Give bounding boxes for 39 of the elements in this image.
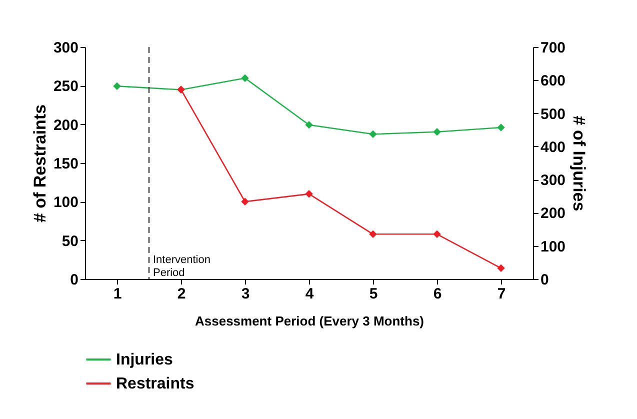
x-tick-label: 2 xyxy=(177,286,186,302)
x-tick-label: 3 xyxy=(241,286,250,302)
point xyxy=(369,230,377,238)
y2-tick-label: 100 xyxy=(540,238,566,256)
x-tick-label: 7 xyxy=(497,286,506,302)
y2-tick-label: 500 xyxy=(540,106,566,123)
y-tick-label: 150 xyxy=(53,156,78,172)
point xyxy=(369,130,377,138)
y2-axis-title: # of Injuries xyxy=(570,116,589,212)
y2-tick-label: 300 xyxy=(540,172,566,190)
point xyxy=(241,74,249,82)
point xyxy=(497,124,505,132)
y2-tick-label: 200 xyxy=(540,205,566,222)
point xyxy=(113,82,121,90)
ref-line-label: Intervention Period xyxy=(153,254,210,279)
x-tick-label: 4 xyxy=(305,286,314,302)
x-tick-label: 6 xyxy=(433,286,442,302)
y-tick-label: 250 xyxy=(53,78,78,96)
legend-label: Injuries xyxy=(116,352,174,368)
y2-tick-label: 0 xyxy=(540,272,549,288)
legend-label: Restraints xyxy=(116,376,194,392)
x-tick-label: 5 xyxy=(369,286,378,302)
point xyxy=(241,198,249,206)
y-axis-title: # of Restraints xyxy=(30,104,50,223)
y2-tick-label: 400 xyxy=(540,138,566,156)
y-tick-label: 50 xyxy=(62,232,78,250)
y-tick-label: 0 xyxy=(70,272,78,288)
point xyxy=(497,264,505,272)
point xyxy=(433,128,441,136)
point xyxy=(305,190,313,198)
y-tick-label: 300 xyxy=(53,40,78,56)
point xyxy=(433,230,441,238)
x-tick-label: 1 xyxy=(113,286,122,302)
y2-tick-label: 700 xyxy=(540,40,566,56)
y-tick-label: 200 xyxy=(53,116,78,134)
x-axis-title: Assessment Period (Every 3 Months) xyxy=(194,314,424,328)
point xyxy=(305,121,313,129)
y-tick-label: 100 xyxy=(53,194,78,212)
y2-tick-label: 600 xyxy=(540,72,566,90)
